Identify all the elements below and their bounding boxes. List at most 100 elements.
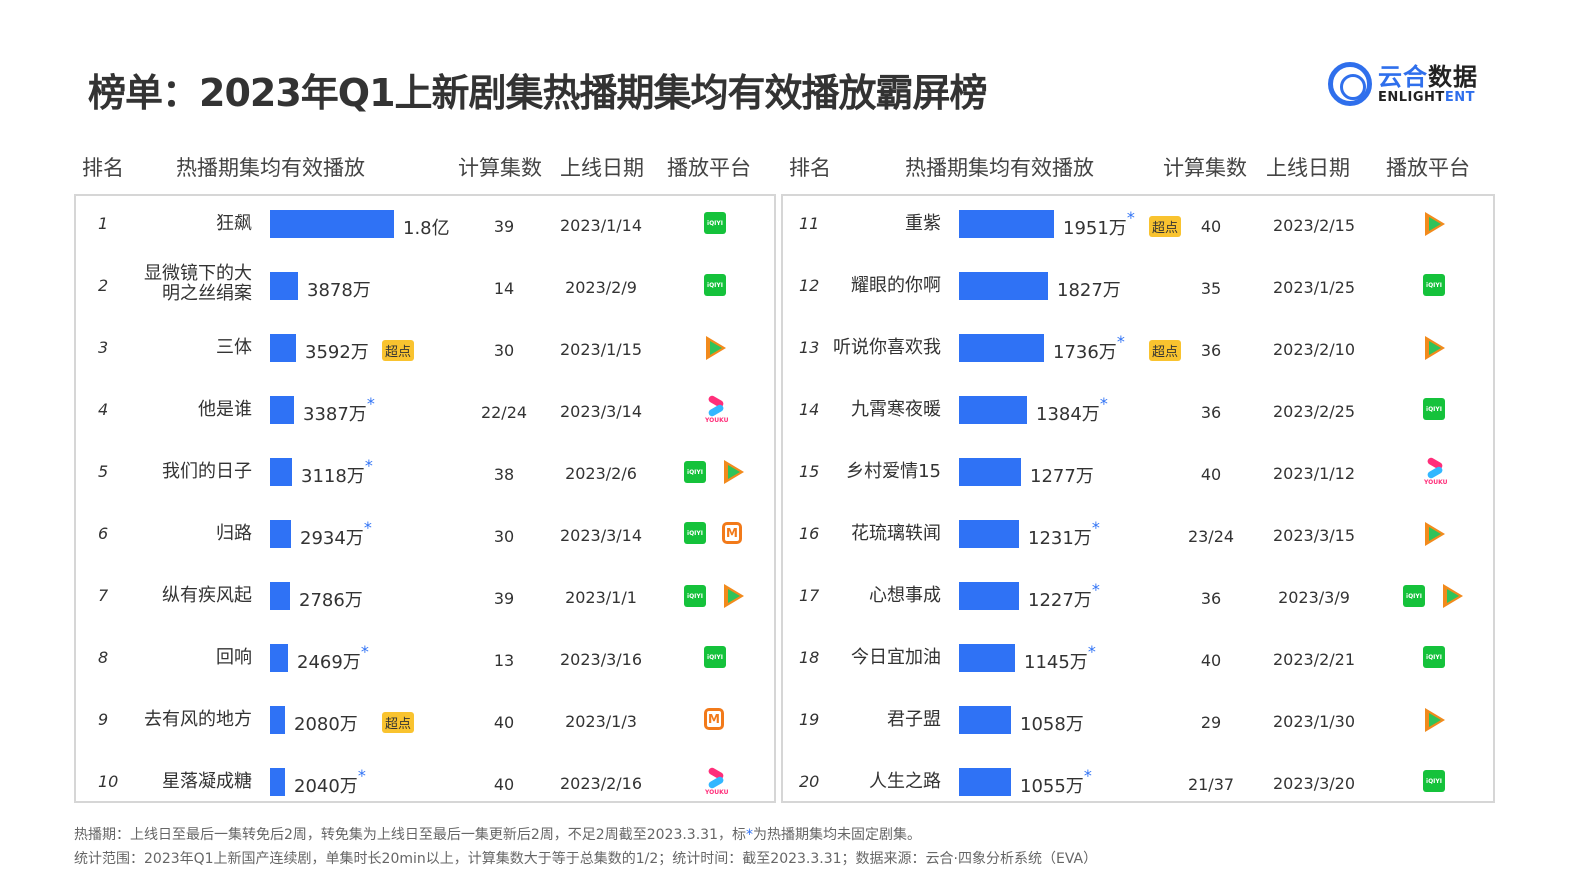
value-bar [959, 520, 1019, 548]
tencent-video-icon [1423, 708, 1445, 732]
drama-title: 听说你喜欢我 [833, 337, 941, 358]
unfixed-star-marker: * [1116, 332, 1125, 351]
episode-count: 36 [1200, 341, 1222, 360]
tencent-video-icon [704, 336, 726, 360]
star-marker: * [745, 827, 753, 843]
rank-number: 2 [98, 276, 109, 295]
header-views: 热播期集均有效播放 [905, 156, 1094, 180]
logo-cn-part1: 云合 [1378, 62, 1428, 91]
value-bar [270, 644, 288, 672]
table-row: 14 九霄寒夜暖 1384万* 36 2023/2/25 iQIYI [783, 390, 1493, 430]
youku-icon: YOUKU [1423, 456, 1448, 486]
views-value: 1951万* [1063, 208, 1135, 239]
header-rank: 排名 [789, 156, 831, 180]
episode-count: 13 [493, 651, 515, 670]
table-row: 15 乡村爱情15 1277万 40 2023/1/12 YOUKU [783, 452, 1493, 492]
table-row: 1 狂飙 1.8亿 39 2023/1/14 iQIYI [76, 204, 774, 244]
release-date: 2023/1/30 [1272, 712, 1356, 731]
episode-count: 40 [1200, 465, 1222, 484]
episode-count: 40 [493, 713, 515, 732]
tencent-video-icon [1423, 522, 1445, 546]
mango-tv-icon: M [722, 522, 742, 544]
table-row: 4 他是谁 3387万* 22/24 2023/3/14 YOUKU [76, 390, 774, 430]
table-row: 19 君子盟 1058万 29 2023/1/30 [783, 700, 1493, 740]
rank-number: 8 [98, 648, 109, 667]
rank-number: 14 [799, 400, 820, 419]
unfixed-star-marker: * [1091, 518, 1100, 537]
episode-count: 21/37 [1187, 775, 1235, 794]
super-badge: 超点 [382, 340, 415, 361]
value-bar [959, 644, 1015, 672]
episode-count: 38 [493, 465, 515, 484]
logo-cn-part2: 数据 [1428, 62, 1478, 91]
header-episodes: 计算集数 [1163, 156, 1247, 180]
episode-count: 30 [493, 527, 515, 546]
rank-number: 10 [98, 772, 119, 791]
value-bar [270, 520, 291, 548]
logo-en-part1: ENLIGHT [1378, 89, 1445, 105]
views-value: 2040万* [294, 766, 366, 797]
iqiyi-icon: iQIYI [704, 212, 726, 234]
platform-icons: iQIYI [704, 212, 726, 234]
table-row: 5 我们的日子 3118万* 38 2023/2/6 iQIYI [76, 452, 774, 492]
drama-title: 今日宜加油 [851, 647, 941, 668]
release-date: 2023/2/15 [1272, 216, 1356, 235]
views-value: 3387万* [303, 394, 375, 425]
unfixed-star-marker: * [1087, 642, 1096, 661]
release-date: 2023/1/12 [1272, 464, 1356, 483]
unfixed-star-marker: * [364, 456, 373, 475]
table-row: 7 纵有疾风起 2786万 39 2023/1/1 iQIYI [76, 576, 774, 616]
release-date: 2023/1/15 [559, 340, 643, 359]
iqiyi-icon: iQIYI [684, 585, 706, 607]
release-date: 2023/3/20 [1272, 774, 1356, 793]
rank-number: 15 [799, 462, 820, 481]
episode-count: 36 [1200, 589, 1222, 608]
header-views: 热播期集均有效播放 [176, 156, 365, 180]
footnote-definition: 热播期：上线日至最后一集转免后2周，转免集为上线日至最后一集更新后2周，不足2周… [74, 824, 921, 844]
footnote-text: 为热播期集均未固定剧集。 [752, 827, 921, 843]
release-date: 2023/2/16 [559, 774, 643, 793]
value-bar [270, 582, 290, 610]
views-value: 1058万 [1020, 714, 1084, 735]
release-date: 2023/2/6 [565, 464, 637, 483]
platform-icons [1423, 212, 1445, 236]
views-value: 1055万* [1020, 766, 1092, 797]
tencent-video-icon [722, 584, 744, 608]
header-platform: 播放平台 [667, 156, 751, 180]
views-value: 1736万* [1053, 332, 1125, 363]
table-row: 6 归路 2934万* 30 2023/3/14 iQIYI M [76, 514, 774, 554]
episode-count: 40 [1200, 651, 1222, 670]
release-date: 2023/1/25 [1272, 278, 1356, 297]
drama-title: 乡村爱情15 [846, 461, 941, 482]
drama-title: 我们的日子 [162, 461, 252, 482]
right-ranking-panel: 11 重紫 1951万* 超点 40 2023/2/15 12 耀眼的你啊 1827万 35 202… [781, 194, 1495, 803]
platform-icons: iQIYI [1423, 274, 1445, 296]
drama-title: 三体 [216, 337, 252, 358]
release-date: 2023/3/14 [559, 402, 643, 421]
value-bar [959, 768, 1011, 796]
episode-count: 39 [493, 589, 515, 608]
views-value: 1384万* [1036, 394, 1108, 425]
value-bar [959, 706, 1011, 734]
iqiyi-icon: iQIYI [704, 274, 726, 296]
views-value: 1827万 [1057, 280, 1121, 301]
views-value: 2934万* [300, 518, 372, 549]
table-row: 3 三体 3592万 超点 30 2023/1/15 [76, 328, 774, 368]
platform-icons [1423, 336, 1445, 360]
rank-number: 20 [799, 772, 820, 791]
release-date: 2023/3/16 [559, 650, 643, 669]
header-rank: 排名 [82, 156, 124, 180]
rank-number: 12 [799, 276, 820, 295]
youku-icon: YOUKU [704, 394, 729, 424]
platform-icons: iQIYI [1403, 584, 1463, 608]
episode-count: 14 [493, 279, 515, 298]
platform-icons: iQIYI [1423, 770, 1445, 792]
table-row: 9 去有风的地方 2080万 超点 40 2023/1/3 M [76, 700, 774, 740]
value-bar [270, 706, 285, 734]
views-value: 1231万* [1028, 518, 1100, 549]
rank-number: 9 [98, 710, 109, 729]
views-value: 2469万* [297, 642, 369, 673]
views-value: 2786万 [299, 590, 363, 611]
super-badge: 超点 [1149, 340, 1182, 361]
drama-title: 去有风的地方 [144, 709, 252, 730]
